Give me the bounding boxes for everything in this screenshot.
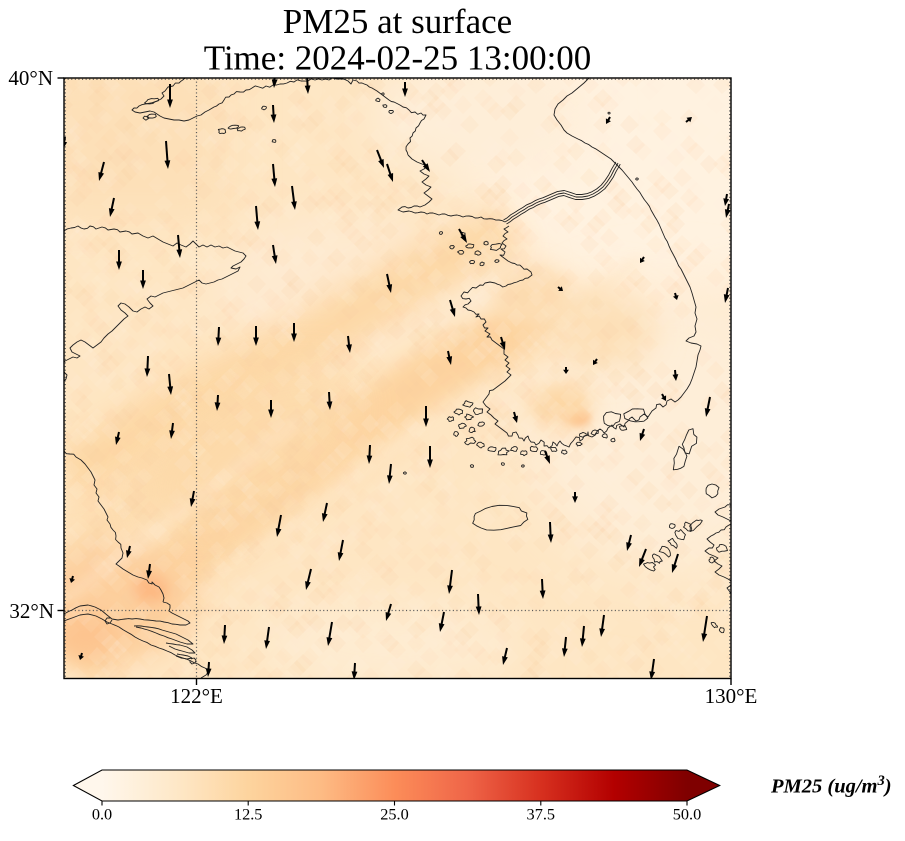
svg-text:122°E: 122°E: [170, 684, 223, 708]
svg-text:32°N: 32°N: [9, 599, 54, 623]
svg-text:12.5: 12.5: [234, 805, 263, 824]
svg-text:40°N: 40°N: [8, 66, 53, 90]
svg-text:50.0: 50.0: [673, 805, 702, 824]
svg-text:37.5: 37.5: [527, 805, 556, 824]
svg-text:130°E: 130°E: [705, 684, 758, 708]
svg-text:PM25 at surface: PM25 at surface: [283, 2, 512, 41]
svg-text:0.0: 0.0: [92, 805, 112, 824]
svg-text:Time: 2024-02-25 13:00:00: Time: 2024-02-25 13:00:00: [204, 39, 592, 78]
svg-text:PM25 (ug/m3): PM25 (ug/m3): [770, 773, 892, 798]
svg-text:25.0: 25.0: [380, 805, 409, 824]
